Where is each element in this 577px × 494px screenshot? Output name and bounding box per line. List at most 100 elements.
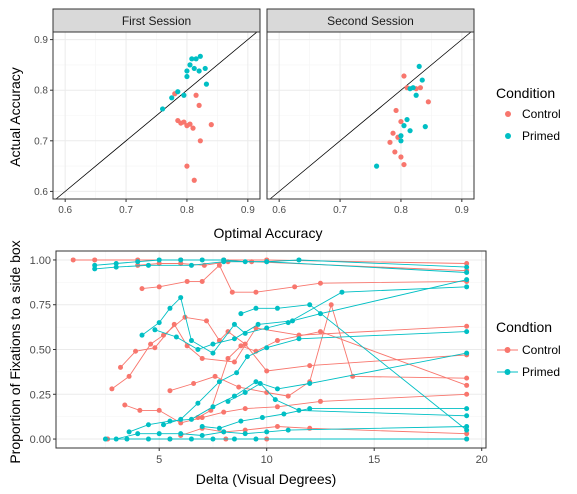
legend-key-primed [505, 369, 511, 375]
point-primed [253, 379, 258, 384]
point-control [464, 383, 469, 388]
point-primed [135, 431, 140, 436]
facet-strip-label: Second Session [327, 14, 414, 28]
point-primed [264, 345, 269, 350]
x-tick-label: 20 [476, 454, 488, 466]
point-primed [161, 422, 166, 427]
point-primed [275, 386, 280, 391]
point-primed [264, 429, 269, 434]
point-primed [114, 437, 119, 442]
point-primed [200, 257, 205, 262]
point-primed [103, 437, 108, 442]
point-primed [200, 433, 205, 438]
point-primed [140, 333, 145, 338]
point-control [200, 279, 205, 284]
y-tick-label: 0.50 [30, 345, 51, 357]
legend-label-control: Control [522, 343, 561, 357]
point-control [140, 286, 145, 291]
point-primed [404, 117, 409, 122]
point-primed [221, 429, 226, 434]
point-primed [232, 336, 237, 341]
legend-key-primed [505, 133, 511, 139]
y-tick-label: 0.00 [30, 434, 51, 446]
point-primed [243, 390, 248, 395]
point-control [193, 93, 198, 98]
point-control [292, 284, 297, 289]
point-control [426, 99, 431, 104]
point-primed [273, 397, 278, 402]
point-control [118, 365, 123, 370]
point-control [398, 154, 403, 159]
point-primed [420, 77, 425, 82]
point-primed [286, 428, 291, 433]
point-control [318, 329, 323, 334]
point-primed [232, 322, 237, 327]
y-tick-label: 0.8 [34, 86, 48, 97]
legend-key-control [505, 111, 511, 117]
point-primed [264, 326, 269, 331]
point-primed [160, 106, 165, 111]
point-control [133, 349, 138, 354]
point-control [275, 424, 280, 429]
facet-first-session: First Session 0.6 0.7 0.8 0.9 0.6 0.7 0.8 0.9 [34, 9, 260, 216]
point-control [243, 406, 248, 411]
point-primed [414, 93, 419, 98]
x-tick-label: 0.9 [241, 205, 255, 216]
point-primed [401, 123, 406, 128]
point-control [307, 363, 312, 368]
point-primed [238, 419, 243, 424]
point-primed [253, 306, 258, 311]
point-primed [189, 263, 194, 268]
point-control [275, 338, 280, 343]
point-control [464, 392, 469, 397]
point-primed [152, 327, 157, 332]
point-primed [146, 422, 151, 427]
point-primed [197, 68, 202, 73]
bottom-legend: CondtionControlPrimed [496, 319, 561, 379]
point-primed [210, 404, 215, 409]
point-control [209, 122, 214, 127]
legend-label-primed: Primed [522, 365, 560, 379]
point-primed [127, 429, 132, 434]
point-primed [232, 437, 237, 442]
point-primed [157, 257, 162, 262]
y-tick-label: 0.25 [30, 389, 51, 401]
legend-key-control [505, 347, 511, 353]
point-primed [464, 428, 469, 433]
point-primed [296, 336, 301, 341]
point-control [137, 408, 142, 413]
point-primed [307, 302, 312, 307]
point-control [71, 257, 76, 262]
top-legend: Condition Control Primed [496, 85, 561, 143]
x-tick-label: 0.9 [455, 205, 469, 216]
point-primed [464, 329, 469, 334]
point-control [221, 410, 226, 415]
point-primed [157, 431, 162, 436]
point-control [230, 290, 235, 295]
point-primed [178, 295, 183, 300]
y-tick-label: 1.00 [30, 255, 51, 267]
bottom-x-axis-label: Delta (Visual Degrees) [196, 471, 337, 487]
y-tick-label: 0.6 [34, 187, 48, 198]
point-primed [221, 259, 226, 264]
x-tick-label: 5 [156, 454, 162, 466]
point-control [264, 368, 269, 373]
facet-strip-label: First Session [122, 14, 191, 28]
point-primed [200, 424, 205, 429]
point-control [157, 408, 162, 413]
y-tick-label: 0.75 [30, 300, 51, 312]
point-primed [275, 306, 280, 311]
point-control [92, 257, 97, 262]
point-primed [217, 379, 222, 384]
point-control [393, 108, 398, 113]
point-control [190, 126, 195, 131]
point-primed [184, 68, 189, 73]
point-primed [417, 64, 422, 69]
point-primed [189, 437, 194, 442]
point-primed [407, 128, 412, 133]
point-control [200, 356, 205, 361]
point-control [184, 164, 189, 169]
point-primed [464, 265, 469, 270]
point-control [390, 131, 395, 136]
